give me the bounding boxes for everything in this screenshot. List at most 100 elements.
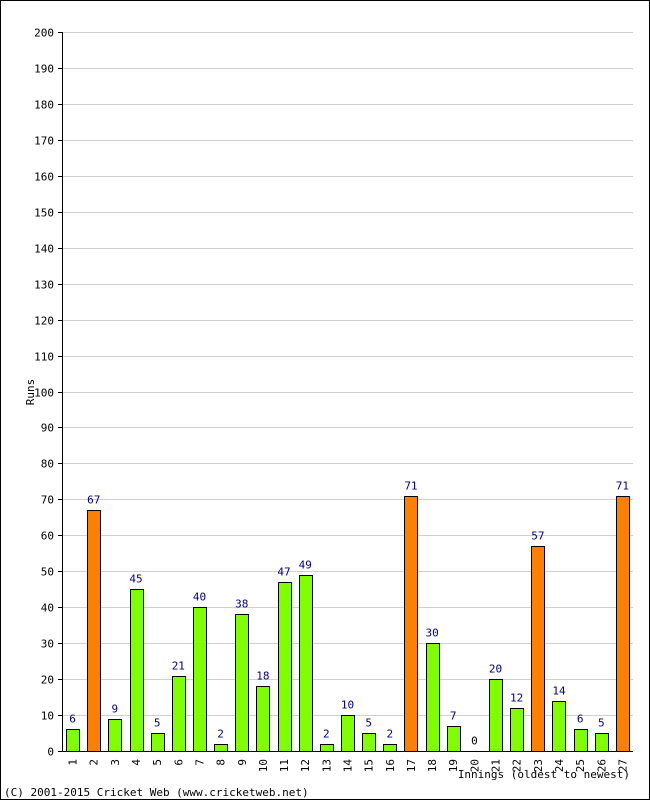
x-tick-label: 6 bbox=[172, 759, 185, 766]
y-tick-label: 0 bbox=[47, 746, 54, 759]
data-label: 47 bbox=[277, 566, 290, 579]
y-axis-title: Runs bbox=[24, 379, 37, 406]
data-label: 5 bbox=[154, 717, 161, 730]
bar-innings-15 bbox=[362, 733, 376, 752]
data-label: 40 bbox=[193, 591, 206, 604]
x-tick-label: 12 bbox=[299, 759, 312, 772]
y-tick-label: 40 bbox=[41, 602, 54, 615]
bar-innings-9 bbox=[235, 614, 249, 752]
x-tick-label: 26 bbox=[595, 759, 608, 772]
copyright-notice: (C) 2001-2015 Cricket Web (www.cricketwe… bbox=[4, 786, 309, 799]
x-tick-label: 4 bbox=[130, 759, 143, 766]
x-tick-label: 10 bbox=[257, 759, 270, 772]
y-tick-label: 180 bbox=[34, 99, 54, 112]
bar-innings-14 bbox=[341, 715, 355, 752]
data-label: 30 bbox=[425, 627, 438, 640]
y-tick-label: 70 bbox=[41, 494, 54, 507]
x-tick-label: 7 bbox=[193, 759, 206, 766]
data-label: 2 bbox=[386, 728, 393, 741]
data-label: 5 bbox=[365, 717, 372, 730]
y-tick-label: 200 bbox=[34, 27, 54, 40]
bar-innings-6 bbox=[172, 676, 186, 752]
bar-innings-4 bbox=[130, 589, 144, 752]
bar-innings-1 bbox=[66, 729, 80, 752]
x-tick-label: 24 bbox=[553, 759, 566, 773]
x-tick-label: 1 bbox=[67, 759, 80, 766]
gridlines bbox=[62, 32, 633, 716]
data-label: 10 bbox=[341, 699, 354, 712]
y-tick-label: 50 bbox=[41, 566, 54, 579]
data-label: 20 bbox=[489, 663, 502, 676]
data-label: 2 bbox=[217, 728, 224, 741]
bars bbox=[66, 496, 630, 752]
bar-innings-12 bbox=[299, 575, 313, 752]
x-axis-ticks: 1 2 3 4 5 6 7 8 9 10 11 12 13 14 15 16 17 18 19 20 21 22 23 24 2… bbox=[67, 759, 630, 773]
y-tick-label: 80 bbox=[41, 458, 54, 471]
bar-innings-13 bbox=[320, 744, 334, 752]
bar-innings-16 bbox=[383, 744, 397, 752]
data-label: 57 bbox=[531, 530, 544, 543]
bar-innings-23 bbox=[531, 546, 545, 752]
data-label: 49 bbox=[299, 559, 312, 572]
data-label: 67 bbox=[87, 494, 100, 507]
x-tick-label: 11 bbox=[278, 759, 291, 772]
data-label: 45 bbox=[129, 573, 142, 586]
x-tick-label: 19 bbox=[447, 759, 460, 772]
y-tick-label: 160 bbox=[34, 171, 54, 184]
data-label: 0 bbox=[471, 735, 478, 748]
bar-innings-21 bbox=[489, 679, 503, 752]
data-label: 7 bbox=[450, 710, 457, 723]
bar-innings-5 bbox=[151, 733, 165, 752]
x-axis-title: Innings (oldest to newest) bbox=[458, 768, 630, 781]
x-tick-label: 5 bbox=[151, 759, 164, 766]
y-tick-label: 90 bbox=[41, 422, 54, 435]
data-label: 14 bbox=[552, 685, 566, 698]
data-label: 2 bbox=[323, 728, 330, 741]
x-tick-label: 21 bbox=[490, 759, 503, 772]
y-tick-label: 120 bbox=[34, 315, 54, 328]
bar-innings-26 bbox=[595, 733, 609, 752]
y-tick-label: 140 bbox=[34, 243, 54, 256]
bar-innings-3 bbox=[108, 719, 122, 752]
bar-innings-17 bbox=[404, 496, 418, 752]
x-tick-label: 25 bbox=[574, 759, 587, 772]
data-label: 12 bbox=[510, 692, 523, 705]
x-tick-label: 2 bbox=[88, 759, 101, 766]
bar-innings-25 bbox=[574, 729, 588, 752]
y-tick-label: 130 bbox=[34, 279, 54, 292]
y-tick-label: 150 bbox=[34, 207, 54, 220]
bar-innings-19 bbox=[447, 726, 461, 752]
y-tick-label: 170 bbox=[34, 135, 54, 148]
x-tick-label: 14 bbox=[342, 759, 355, 773]
x-tick-label: 13 bbox=[320, 759, 333, 772]
data-label: 6 bbox=[577, 713, 584, 726]
data-label: 18 bbox=[256, 670, 269, 683]
data-label: 21 bbox=[172, 660, 185, 673]
x-tick-label: 9 bbox=[236, 759, 249, 766]
x-tick-label: 22 bbox=[511, 759, 524, 772]
y-tick-label: 10 bbox=[41, 710, 54, 723]
x-tick-label: 18 bbox=[426, 759, 439, 772]
data-label: 71 bbox=[616, 480, 629, 493]
y-tick-label: 60 bbox=[41, 530, 54, 543]
bar-innings-18 bbox=[426, 643, 440, 752]
y-axis-ticks: 0 10 20 30 40 50 60 70 80 90 100 110 120 130 140 150 160… bbox=[34, 27, 62, 759]
x-tick-label: 3 bbox=[109, 759, 122, 766]
data-label: 6 bbox=[69, 713, 76, 726]
data-label: 9 bbox=[112, 703, 119, 716]
y-tick-label: 20 bbox=[41, 674, 54, 687]
bar-innings-27 bbox=[616, 496, 630, 752]
x-tick-label: 23 bbox=[532, 759, 545, 772]
data-label: 38 bbox=[235, 598, 248, 611]
y-tick-label: 110 bbox=[34, 351, 54, 364]
bar-innings-24 bbox=[552, 701, 566, 752]
data-labels: 6 67 9 45 5 21 40 2 38 18 47 49 2 10 5 2 71 30 7 0 20 12 57 14 6… bbox=[69, 480, 629, 748]
x-tick-label: 16 bbox=[384, 759, 397, 772]
bar-innings-11 bbox=[278, 582, 292, 752]
bar-innings-10 bbox=[256, 686, 270, 752]
y-tick-label: 100 bbox=[34, 387, 54, 400]
bar-innings-8 bbox=[214, 744, 228, 752]
x-tick-label: 27 bbox=[616, 759, 629, 772]
